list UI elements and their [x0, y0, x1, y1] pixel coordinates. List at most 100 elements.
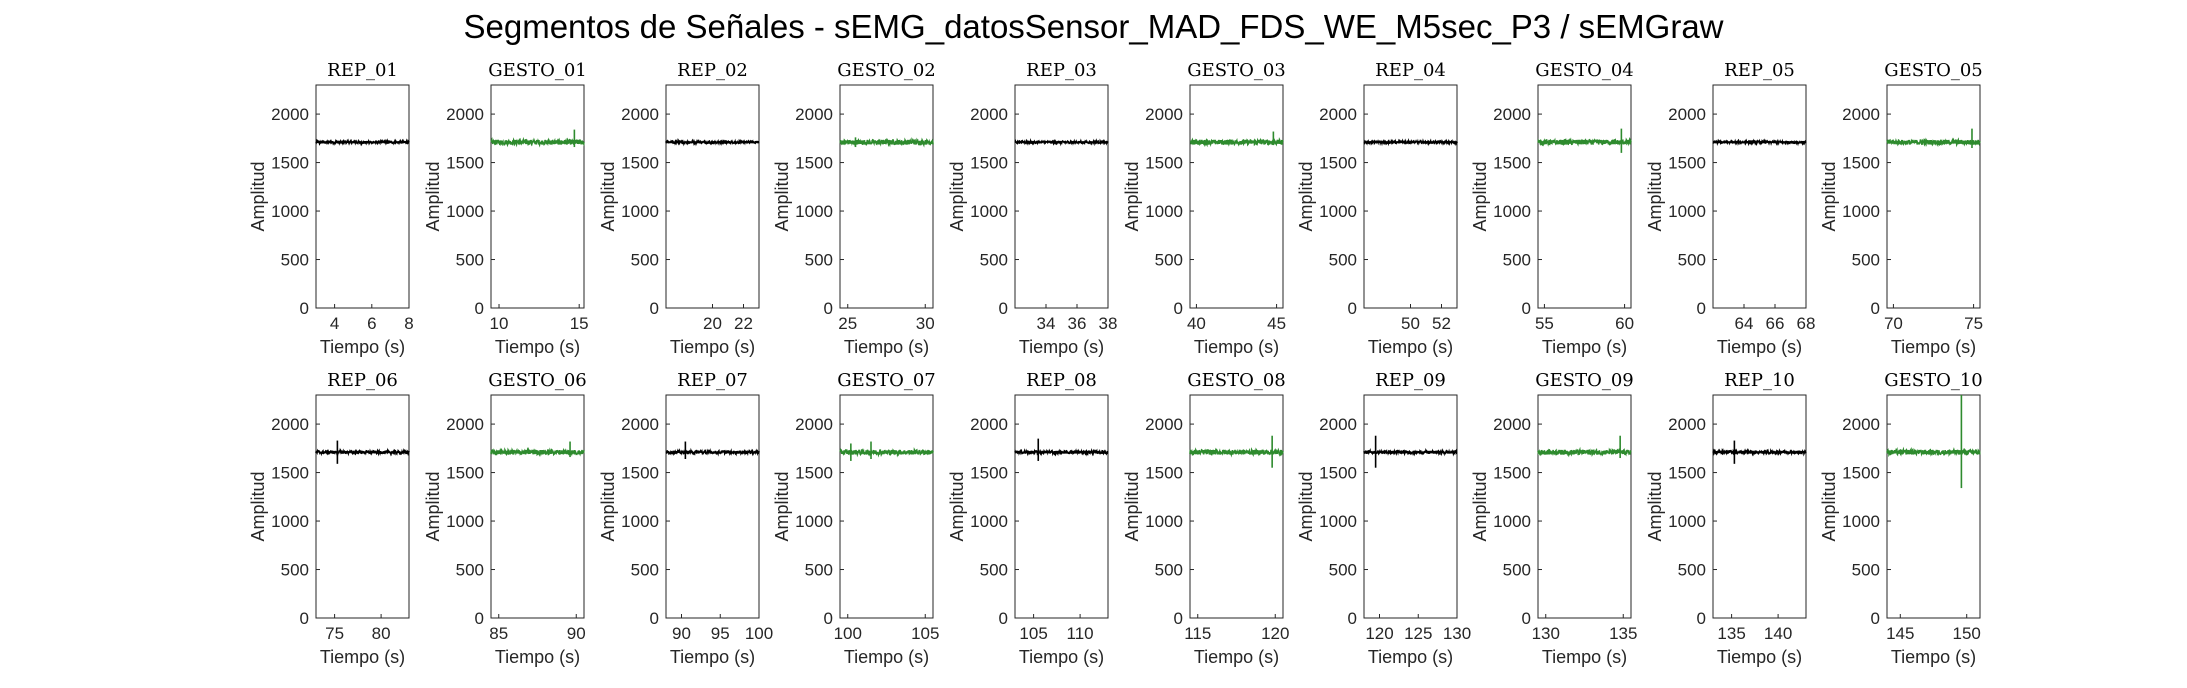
plot-frame — [665, 84, 760, 309]
plot-frame — [1712, 84, 1807, 309]
y-tick-label: 2000 — [1319, 415, 1357, 434]
y-tick-label: 0 — [1174, 609, 1183, 628]
y-tick-label: 1000 — [1842, 202, 1880, 221]
y-tick-label: 1000 — [1319, 512, 1357, 531]
x-tick-label: 6 — [367, 314, 376, 333]
x-axis-label: Tiempo (s) — [1194, 647, 1279, 667]
y-tick-label: 2000 — [1842, 415, 1880, 434]
gesto-subplot-06: 0 500 1000 1500 2000 40 45 GESTO_03 Tiempo (s) Am… — [1122, 60, 1286, 357]
y-tick-label: 2000 — [1668, 105, 1706, 124]
y-tick-label: 1000 — [970, 512, 1008, 531]
x-axis-label: Tiempo (s) — [670, 337, 755, 357]
y-axis-label: Amplitud — [1645, 161, 1665, 231]
x-tick-label: 150 — [1953, 624, 1981, 643]
y-tick-label: 0 — [300, 299, 309, 318]
subplot-title: GESTO_09 — [1535, 370, 1634, 391]
y-tick-label: 0 — [1348, 609, 1357, 628]
y-tick-label: 1000 — [1842, 512, 1880, 531]
signal-line — [490, 136, 585, 148]
y-tick-label: 1500 — [970, 464, 1008, 483]
y-tick-label: 500 — [1155, 561, 1183, 580]
y-tick-label: 1500 — [621, 464, 659, 483]
y-tick-label: 0 — [1522, 299, 1531, 318]
x-tick-label: 22 — [734, 314, 753, 333]
y-tick-label: 2000 — [621, 105, 659, 124]
signal-line — [1189, 137, 1284, 148]
y-tick-label: 2000 — [795, 105, 833, 124]
subplot-title: GESTO_06 — [488, 370, 587, 391]
y-tick-label: 1000 — [1145, 512, 1183, 531]
signal-line — [1537, 446, 1632, 458]
rep-subplot-17: 0 500 1000 1500 2000 120 125 130 REP_09 Tiempo (s… — [1296, 370, 1471, 667]
y-tick-label: 1500 — [970, 154, 1008, 173]
y-tick-label: 500 — [1329, 561, 1357, 580]
rep-subplot-15: 0 500 1000 1500 2000 105 110 REP_08 Tiempo (s) Am… — [947, 370, 1109, 667]
rep-subplot-03: 0 500 1000 1500 2000 20 22 REP_02 Tiempo (s) Ampl… — [598, 60, 760, 357]
x-tick-label: 45 — [1267, 314, 1286, 333]
y-tick-label: 500 — [1155, 251, 1183, 270]
y-tick-label: 500 — [1329, 251, 1357, 270]
x-tick-label: 105 — [911, 624, 939, 643]
x-tick-label: 145 — [1886, 624, 1914, 643]
y-axis-label: Amplitud — [947, 471, 967, 541]
signal-line — [1189, 447, 1284, 458]
signal-line — [1712, 447, 1807, 457]
x-tick-label: 38 — [1099, 314, 1118, 333]
y-tick-label: 1000 — [446, 202, 484, 221]
subplot-title: REP_05 — [1724, 60, 1795, 81]
gesto-subplot-12: 0 500 1000 1500 2000 85 90 GESTO_06 Tiempo (s) Am… — [423, 370, 587, 667]
subplot-title: REP_10 — [1724, 370, 1795, 391]
x-axis-label: Tiempo (s) — [1542, 337, 1627, 357]
y-tick-label: 1000 — [795, 512, 833, 531]
y-tick-label: 1500 — [1842, 154, 1880, 173]
plot-frame — [839, 394, 934, 619]
y-tick-label: 1000 — [795, 202, 833, 221]
y-tick-label: 1000 — [1493, 512, 1531, 531]
x-tick-label: 95 — [711, 624, 730, 643]
y-tick-label: 500 — [631, 251, 659, 270]
y-tick-label: 2000 — [1668, 415, 1706, 434]
y-axis-label: Amplitud — [1819, 161, 1839, 231]
y-axis-label: Amplitud — [248, 161, 268, 231]
x-tick-label: 36 — [1068, 314, 1087, 333]
subplot-title: REP_09 — [1375, 370, 1446, 391]
x-tick-label: 80 — [372, 624, 391, 643]
y-tick-label: 2000 — [1319, 105, 1357, 124]
signal-line — [1712, 138, 1807, 147]
plot-frame — [1363, 84, 1458, 309]
y-tick-label: 1000 — [1493, 202, 1531, 221]
y-tick-label: 500 — [281, 561, 309, 580]
y-tick-label: 500 — [805, 561, 833, 580]
y-tick-label: 500 — [631, 561, 659, 580]
gesto-subplot-04: 0 500 1000 1500 2000 25 30 GESTO_02 Tiempo (s) Am… — [772, 60, 936, 357]
y-tick-label: 1500 — [1145, 464, 1183, 483]
y-axis-label: Amplitud — [1122, 161, 1142, 231]
signal-line — [1014, 448, 1109, 457]
y-tick-label: 500 — [980, 251, 1008, 270]
y-tick-label: 1000 — [1319, 202, 1357, 221]
plot-frame — [665, 394, 760, 619]
subplot-title: REP_08 — [1026, 370, 1097, 391]
signal-line — [1886, 446, 1981, 458]
y-tick-label: 1500 — [1493, 464, 1531, 483]
x-tick-label: 120 — [1365, 624, 1393, 643]
x-axis-label: Tiempo (s) — [495, 647, 580, 667]
plot-frame — [839, 84, 934, 309]
x-tick-label: 100 — [834, 624, 862, 643]
signal-line — [315, 138, 410, 147]
y-axis-label: Amplitud — [598, 161, 618, 231]
y-axis-label: Amplitud — [1645, 471, 1665, 541]
y-axis-label: Amplitud — [423, 471, 443, 541]
y-tick-label: 500 — [1503, 251, 1531, 270]
x-tick-label: 85 — [489, 624, 508, 643]
subplot-title: REP_04 — [1375, 60, 1446, 81]
plot-frame — [1886, 394, 1981, 619]
x-tick-label: 75 — [1964, 314, 1983, 333]
rep-subplot-09: 0 500 1000 1500 2000 64 66 68 REP_05 Tiempo (s) Am… — [1645, 60, 1815, 357]
y-axis-label: Amplitud — [1819, 471, 1839, 541]
gesto-subplot-16: 0 500 1000 1500 2000 115 120 GESTO_08 Tiempo (s)… — [1122, 370, 1289, 667]
y-tick-label: 0 — [650, 609, 659, 628]
subplot-title: GESTO_03 — [1187, 60, 1286, 81]
y-axis-label: Amplitud — [1470, 161, 1490, 231]
signal-line — [1363, 137, 1458, 147]
